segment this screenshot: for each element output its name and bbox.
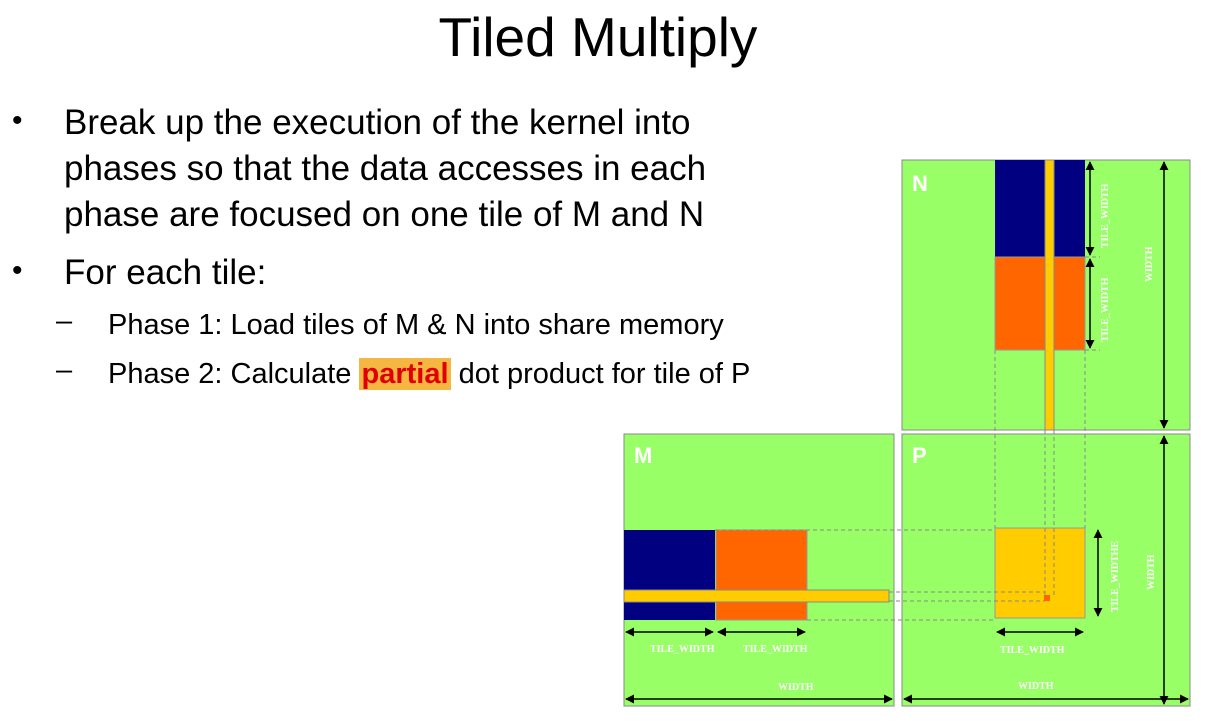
sub-bullet-marker: – bbox=[56, 354, 73, 386]
matrix-p-label: P bbox=[912, 443, 927, 468]
bullet-line: For each tile: bbox=[64, 253, 267, 292]
m-row-strip bbox=[623, 589, 890, 603]
n-tile-width-label-1: TILE_WIDTH bbox=[1100, 183, 1111, 248]
slide-title: Tiled Multiply bbox=[438, 6, 758, 68]
partial-highlight: partial bbox=[359, 358, 451, 390]
p-tile-widthe-label: TILE_WIDTHE bbox=[1110, 541, 1121, 612]
guide-lines bbox=[715, 159, 1100, 621]
bullet-line: Break up the execution of the kernel int… bbox=[64, 103, 691, 142]
p-width-label: WIDTH bbox=[1018, 681, 1054, 692]
bullet-marker: • bbox=[12, 104, 23, 137]
sub-bullet-phase-1: Phase 1: Load tiles of M & N into share … bbox=[108, 309, 724, 341]
m-tile-1 bbox=[624, 530, 715, 620]
sub-bullet-marker: – bbox=[56, 305, 73, 337]
n-tile-width-label-2: TILE_WIDTH bbox=[1100, 277, 1111, 342]
matrix-m-label: M bbox=[634, 443, 652, 468]
n-tile-1 bbox=[995, 160, 1085, 257]
m-width-label: WIDTH bbox=[778, 682, 814, 693]
matrix-n-label: N bbox=[912, 171, 928, 196]
n-width-label: WIDTH bbox=[1144, 246, 1155, 282]
phase-2-text-before: Phase 2: Calculate bbox=[108, 358, 360, 390]
matrix-p bbox=[901, 433, 1191, 707]
m-tile-2 bbox=[715, 529, 808, 621]
n-tile-2 bbox=[994, 256, 1086, 351]
sub-bullet-phase-2: Phase 2: Calculate partial dot product f… bbox=[108, 354, 750, 394]
bullet-marker: • bbox=[12, 254, 23, 287]
phase-2-text-after: dot product for tile of P bbox=[450, 358, 751, 390]
p-tile bbox=[994, 527, 1086, 619]
bullet-line: phase are focused on one tile of M and N bbox=[64, 195, 705, 234]
p-element bbox=[1044, 595, 1050, 601]
m-tile-width-label-1: TILE_WIDTH bbox=[650, 644, 715, 655]
p-tile-width-label: TILE_WIDTH bbox=[1000, 645, 1065, 656]
p-height-label: WIDTH bbox=[1146, 554, 1157, 590]
n-column-strip bbox=[1044, 159, 1055, 431]
bullet-line: phases so that the data accesses in each bbox=[64, 149, 707, 188]
m-tile-width-label-2: TILE_WIDTH bbox=[743, 644, 808, 655]
